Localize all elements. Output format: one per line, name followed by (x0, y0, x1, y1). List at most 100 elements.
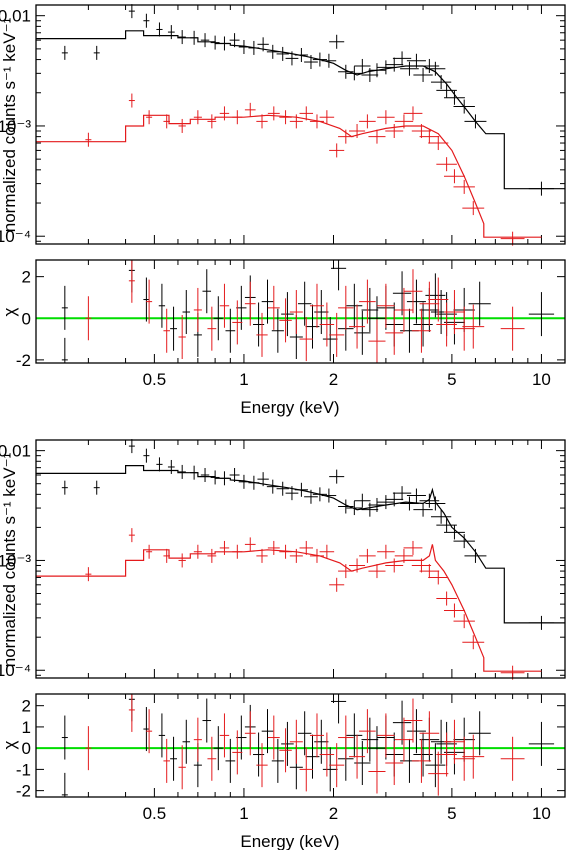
data-point-red (207, 548, 217, 563)
data-point-red (428, 136, 449, 151)
data-point-red (267, 540, 280, 555)
data-point-black (368, 63, 386, 78)
data-point-red (219, 106, 230, 121)
residual-point-red (377, 283, 395, 328)
residual-point-red (128, 260, 135, 303)
spectrum-frame (35, 4, 566, 245)
chi-axis-label: χ (0, 740, 19, 749)
residual-point-red (289, 290, 303, 335)
y-tick-label: 10⁻⁴ (0, 227, 31, 246)
data-point-black (219, 36, 230, 51)
residual-point-red (178, 314, 186, 359)
model-line-red (36, 544, 542, 672)
data-point-black (294, 48, 309, 63)
data-point-black (413, 502, 433, 517)
data-point-red (178, 118, 186, 133)
data-point-black (443, 525, 465, 540)
residual-point-red (453, 736, 475, 781)
data-point-black (354, 58, 371, 73)
data-point-black (229, 33, 240, 48)
residual-point-red (146, 709, 153, 754)
residual-point-red (232, 730, 243, 775)
residual-point-black (281, 292, 294, 337)
data-point-red (146, 110, 153, 125)
data-point-black (400, 61, 419, 76)
residual-point-black (202, 698, 212, 743)
residual-point-red (309, 713, 325, 758)
data-point-black (285, 486, 299, 501)
residual-point-black (143, 707, 150, 752)
residual-point-black (213, 726, 223, 771)
residual-point-red (385, 741, 404, 786)
residual-point-red (338, 285, 354, 330)
data-point-black (200, 468, 210, 483)
data-point-red (443, 169, 465, 184)
residual-point-red (419, 281, 440, 326)
residual-point-black (425, 743, 446, 788)
data-point-black (167, 459, 175, 474)
data-point-red (299, 106, 314, 121)
data-point-black (210, 470, 220, 485)
data-point-black (464, 114, 487, 129)
y-tick-label: -1 (16, 760, 31, 779)
data-point-black (312, 487, 327, 502)
residual-point-red (453, 306, 475, 351)
data-point-red (359, 114, 376, 129)
data-point-red (394, 548, 414, 563)
data-point-black (436, 83, 457, 98)
residual-point-red (163, 308, 170, 353)
residual-point-red (500, 306, 525, 351)
residual-point-black (182, 290, 191, 335)
data-point-black (385, 57, 404, 72)
data-point-black (93, 480, 100, 495)
data-point-black (413, 67, 433, 82)
y-tick-label: 0 (22, 739, 31, 758)
data-point-red (309, 114, 325, 129)
y-tick-label: -2 (16, 351, 31, 370)
residual-point-red (436, 732, 457, 777)
data-point-black (406, 53, 426, 68)
residual-frame (35, 259, 566, 364)
data-point-black (436, 518, 457, 533)
residual-point-red (163, 738, 170, 783)
residual-point-red (267, 285, 280, 330)
x-tick-label: 5 (447, 370, 456, 389)
data-point-red (193, 110, 202, 125)
residual-point-red (500, 736, 525, 781)
data-point-black (266, 479, 279, 494)
residual-point-black (213, 296, 223, 341)
data-point-black (406, 488, 426, 503)
residual-point-black (361, 717, 379, 762)
data-point-red (279, 544, 292, 559)
data-point-black (453, 99, 475, 114)
residual-point-red (193, 287, 202, 332)
data-point-red (368, 129, 386, 144)
data-point-red (385, 123, 404, 138)
residual-point-red (359, 279, 376, 324)
data-point-black (425, 496, 446, 511)
data-point-black (464, 548, 487, 563)
data-point-red (419, 129, 440, 144)
residual-point-black (170, 736, 178, 781)
residual-point-red (462, 304, 485, 349)
residual-point-red (462, 734, 485, 779)
data-point-red (377, 110, 395, 125)
data-point-black (419, 493, 440, 508)
residual-point-black (346, 283, 363, 328)
data-point-red (338, 564, 354, 579)
data-point-black (400, 496, 419, 511)
data-point-black (528, 181, 555, 196)
data-point-red (146, 544, 153, 559)
data-point-black (304, 55, 318, 70)
residual-point-black (331, 694, 347, 724)
data-point-red (359, 548, 376, 563)
chi-axis-label: χ (0, 307, 19, 316)
residual-point-black (182, 719, 191, 764)
residual-point-red (385, 310, 404, 355)
data-point-red (411, 123, 432, 138)
residual-point-black (61, 285, 68, 330)
data-point-black (143, 13, 150, 28)
residual-point-red (359, 709, 376, 754)
